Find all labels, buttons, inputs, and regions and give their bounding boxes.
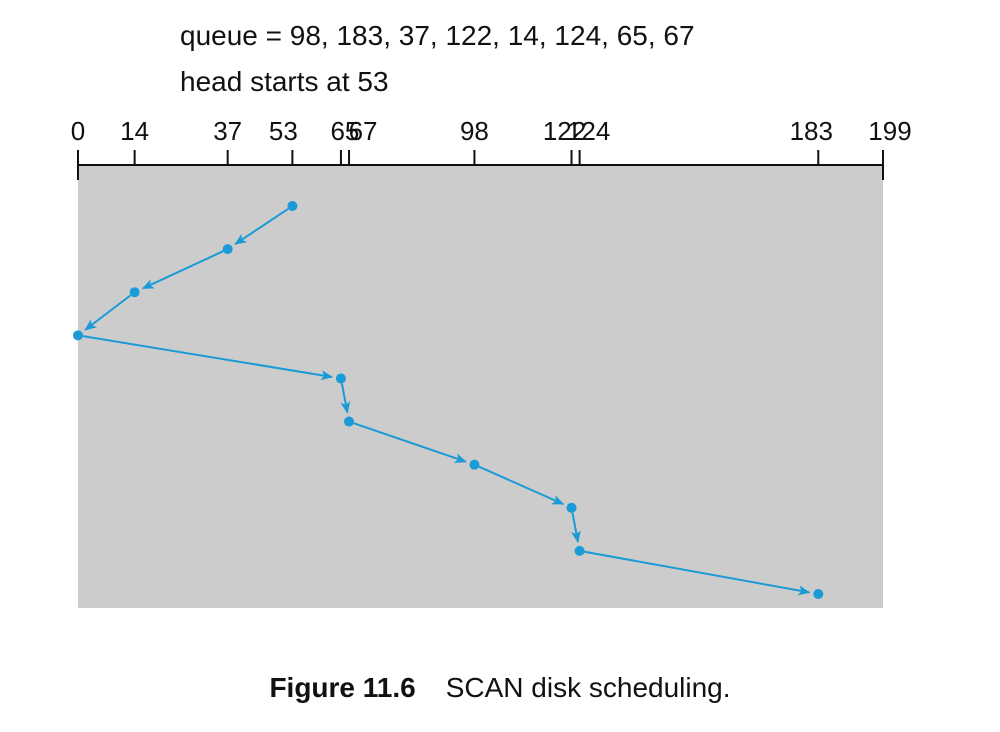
path-segment	[141, 250, 224, 290]
head-position-point	[813, 589, 824, 599]
tick-label: 199	[868, 116, 911, 146]
path-segment	[82, 335, 334, 381]
head-position-point	[129, 287, 140, 298]
tick-label: 53	[269, 116, 298, 146]
head-start-text: head starts at 53	[180, 66, 389, 97]
head-position-point	[344, 416, 355, 427]
figure-caption: Figure 11.6 SCAN disk scheduling.	[0, 672, 1000, 704]
figure-number: Figure 11.6	[269, 672, 416, 703]
path-segment	[340, 383, 351, 414]
path-segment	[584, 550, 811, 596]
head-path	[82, 207, 811, 596]
queue-text: queue = 98, 183, 37, 122, 14, 124, 65, 6…	[180, 20, 695, 51]
head-position-point	[287, 201, 298, 211]
chart-panel	[78, 165, 883, 608]
head-points	[73, 201, 824, 599]
head-position-point	[566, 502, 577, 513]
path-segment	[353, 422, 467, 463]
head-position-point	[574, 545, 585, 556]
head-position-point	[469, 459, 480, 470]
tick-label: 65	[330, 116, 359, 146]
head-position-point	[222, 244, 233, 255]
path-segment	[478, 465, 565, 506]
path-segment	[234, 207, 289, 245]
tick-label: 183	[790, 116, 833, 146]
axis	[77, 150, 884, 180]
tick-label: 98	[460, 116, 489, 146]
tick-label: 37	[213, 116, 242, 146]
figure-caption-text: SCAN disk scheduling.	[445, 672, 731, 703]
tick-label: 0	[71, 116, 85, 146]
head-position-point	[335, 373, 346, 384]
tick-label: 124	[567, 116, 610, 146]
path-segment	[84, 294, 132, 331]
tick-label: 67	[349, 116, 378, 146]
path-segment	[571, 512, 581, 544]
tick-label: 14	[120, 116, 149, 146]
head-position-point	[73, 330, 83, 341]
tick-label: 122	[543, 116, 586, 146]
